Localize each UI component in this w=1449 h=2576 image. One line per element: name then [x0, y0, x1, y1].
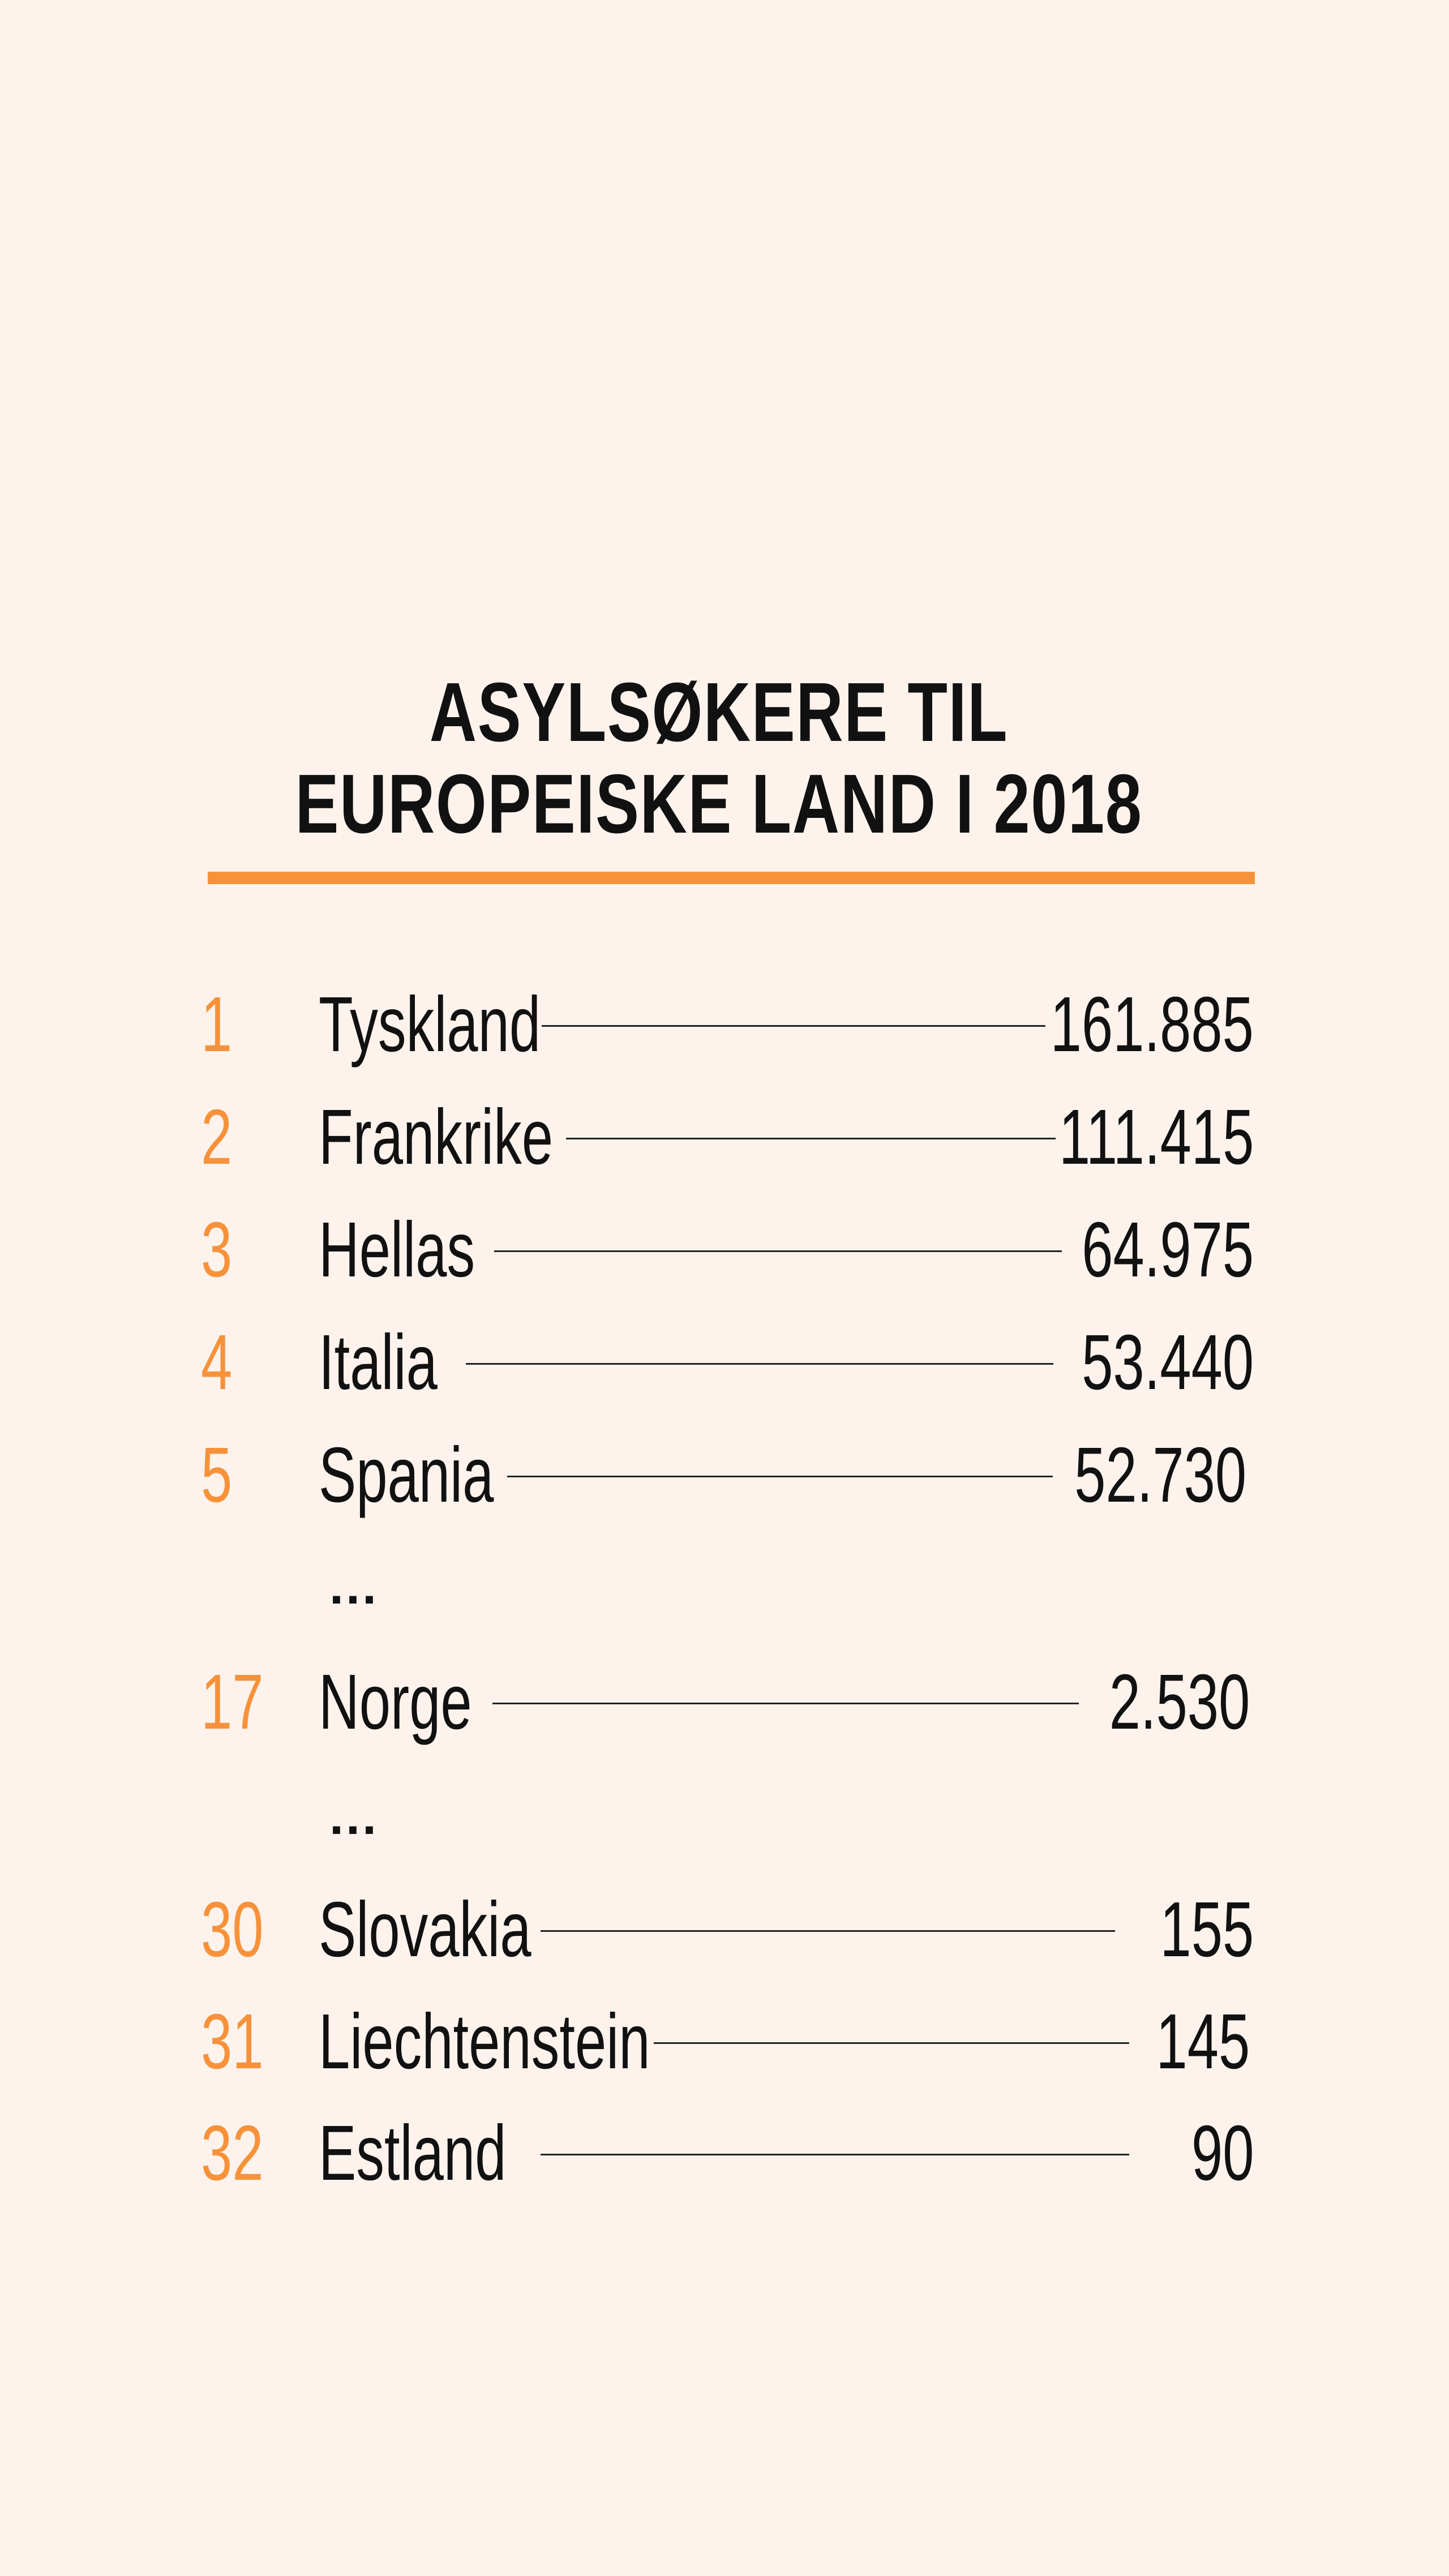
- table-row: 3 Hellas 64.975: [0, 1207, 1449, 1292]
- rank-label: 3: [201, 1206, 233, 1293]
- value-label: 145: [1156, 1998, 1250, 2085]
- rank-label: 4: [201, 1319, 233, 1406]
- table-row: 2 Frankrike 111.415: [0, 1095, 1449, 1180]
- leader-line: [566, 1138, 1056, 1139]
- value-label: 53.440: [1082, 1319, 1254, 1406]
- table-row: 1 Tyskland 161.885: [0, 982, 1449, 1067]
- value-label: 111.415: [1058, 1094, 1254, 1181]
- ellipsis: ...: [329, 1558, 379, 1615]
- rank-label: 2: [201, 1094, 233, 1181]
- country-label: Liechtenstein: [319, 1998, 650, 2085]
- country-label: Slovakia: [319, 1886, 531, 1973]
- leader-line: [654, 2042, 1129, 2044]
- country-label: Frankrike: [319, 1094, 554, 1181]
- rank-label: 1: [201, 981, 233, 1068]
- leader-line: [507, 1476, 1053, 1477]
- rank-label: 31: [201, 1998, 264, 2085]
- country-label: Norge: [319, 1658, 472, 1746]
- ellipsis: ...: [329, 1789, 379, 1845]
- table-row: 31 Liechtenstein 145: [0, 1999, 1449, 2084]
- table-row: 32 Estland 90: [0, 2111, 1449, 2196]
- title-underline: [208, 872, 1255, 884]
- value-label: 64.975: [1082, 1206, 1254, 1293]
- title-line-2: EUROPEISKE LAND I 2018: [295, 757, 1143, 851]
- table-row: 30 Slovakia 155: [0, 1887, 1449, 1972]
- country-label: Spania: [319, 1431, 494, 1519]
- leader-line: [542, 1025, 1045, 1027]
- leader-line: [492, 1703, 1079, 1704]
- value-label: 155: [1160, 1886, 1254, 1973]
- rank-label: 32: [201, 2110, 264, 2197]
- leader-line: [541, 2154, 1129, 2155]
- value-label: 52.730: [1074, 1431, 1246, 1519]
- value-label: 90: [1191, 2110, 1254, 2197]
- value-label: 161.885: [1050, 981, 1254, 1068]
- country-label: Hellas: [319, 1206, 475, 1293]
- leader-line: [541, 1930, 1115, 1932]
- leader-line: [466, 1363, 1053, 1365]
- country-label: Italia: [319, 1319, 438, 1406]
- rank-label: 30: [201, 1886, 264, 1973]
- title-line-1: ASYLSØKERE TIL: [429, 666, 1009, 759]
- table-row: 5 Spania 52.730: [0, 1433, 1449, 1518]
- country-label: Estland: [319, 2110, 507, 2197]
- table-row: 17 Norge 2.530: [0, 1660, 1449, 1745]
- leader-line: [494, 1250, 1062, 1252]
- rank-label: 17: [201, 1658, 264, 1746]
- rank-label: 5: [201, 1431, 233, 1519]
- country-label: Tyskland: [319, 981, 541, 1068]
- value-label: 2.530: [1109, 1658, 1250, 1746]
- table-row: 4 Italia 53.440: [0, 1320, 1449, 1405]
